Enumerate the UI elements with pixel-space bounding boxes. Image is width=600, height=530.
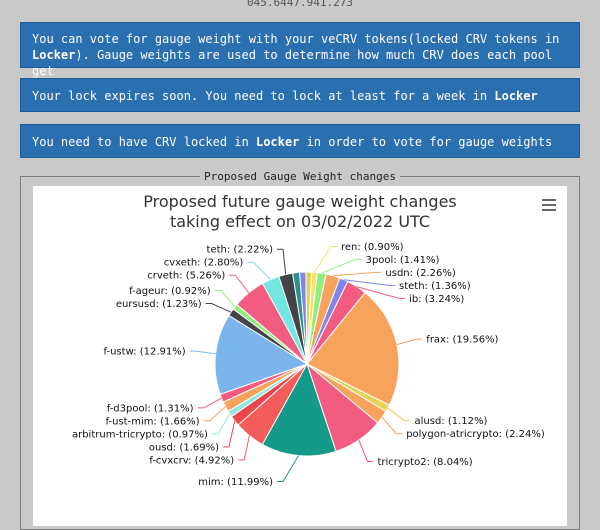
pie-data-label: f-ageur: (0.92%) — [129, 286, 211, 297]
pie-chart: ren: (0.90%) 3pool: (1.41%) usdn: (2.26%) s… — [72, 242, 545, 488]
pie-data-label: crveth: (5.26%) — [147, 271, 225, 282]
pie-label-connector — [356, 286, 406, 299]
pie-data-label: f-d3pool: (1.31%) — [107, 403, 194, 414]
pie-label-connector — [387, 407, 411, 422]
pie-data-label: alusd: (1.12%) — [415, 416, 488, 427]
pie-data-label: f-ustw: (12.91%) — [104, 347, 186, 358]
address-fragment: 045.6447.941.273 — [247, 0, 353, 9]
pie-data-label: f-cvxcrv: (4.92%) — [149, 455, 234, 466]
notice-text: Your lock expires soon. You need to lock… — [32, 89, 495, 103]
pie-data-label: ib: (3.24%) — [409, 294, 464, 305]
pie-label-connector — [211, 413, 231, 435]
pie-data-label: frax: (19.56%) — [426, 335, 498, 346]
pie-label-connector — [396, 338, 423, 346]
pie-label-connector — [321, 258, 362, 274]
notice-text: You need to have CRV locked in — [32, 135, 256, 149]
pie-data-label: ren: (0.90%) — [341, 242, 404, 253]
hamburger-menu-icon[interactable] — [542, 199, 556, 211]
pie-label-connector — [205, 303, 232, 313]
pie-data-label: cvxeth: (2.80%) — [164, 258, 244, 269]
section-legend: Proposed Gauge Weight changes — [203, 170, 397, 183]
pie-data-label: eursusd: (1.23%) — [116, 299, 202, 310]
pie-label-connector — [343, 279, 395, 286]
pie-label-connector — [223, 420, 236, 448]
pie-label-connector — [247, 261, 271, 280]
chart-title-line1: Proposed future gauge weight changes — [143, 192, 457, 211]
notice-text: You can vote for gauge weight with your … — [32, 32, 560, 46]
pie-label-connector — [381, 416, 403, 435]
pie-label-connector — [333, 271, 382, 277]
pie-label-connector — [203, 406, 226, 422]
pie-label-connector — [189, 350, 216, 355]
pie-label-connector — [277, 248, 287, 275]
pie-data-label: polygon-atricrypto: (2.24%) — [406, 429, 545, 440]
pie-label-connector — [214, 290, 236, 308]
chart-title: Proposed future gauge weight changes tak… — [33, 192, 567, 232]
vote-info-notice: You can vote for gauge weight with your … — [20, 22, 580, 78]
notice-text: in order to vote for gauge weights — [299, 135, 553, 149]
pie-slice[interactable] — [214, 314, 309, 395]
chart-title-line2: taking effect on 03/02/2022 UTC — [169, 212, 431, 231]
pie-data-label: mim: (11.99%) — [198, 477, 273, 488]
pie-data-label: steth: (1.36%) — [399, 281, 471, 292]
pie-label-connector — [277, 455, 299, 482]
lock-expiry-notice: Your lock expires soon. You need to lock… — [20, 78, 580, 112]
pie-data-label: ousd: (1.69%) — [149, 442, 219, 453]
pie-slice[interactable] — [305, 271, 313, 365]
locker-link[interactable]: Locker — [255, 135, 300, 149]
pie-data-label: teth: (2.22%) — [207, 245, 274, 256]
locker-link[interactable]: Locker — [494, 89, 538, 103]
need-lock-notice: You need to have CRV locked in Locker in… — [20, 124, 580, 158]
pie-data-label: arbitrum-tricrypto: (0.97%) — [72, 429, 208, 440]
pie-label-connector — [238, 435, 250, 461]
chart-container: Proposed future gauge weight changes tak… — [33, 186, 567, 526]
pie-label-connector — [197, 397, 222, 409]
pie-slices — [214, 271, 400, 457]
pie-data-label: tricrypto2: (8.04%) — [378, 457, 473, 468]
pie-label-connector — [229, 274, 250, 294]
pie-data-label: usdn: (2.26%) — [385, 268, 455, 279]
pie-label-connector — [314, 245, 337, 273]
pie-data-label: f-ust-mim: (1.66%) — [106, 416, 200, 427]
notice-text: ). Gauge weights are used to determine h… — [32, 48, 553, 78]
locker-link[interactable]: Locker — [32, 48, 76, 62]
pie-labels: ren: (0.90%) 3pool: (1.41%) usdn: (2.26%) s… — [72, 242, 545, 488]
pie-label-connector — [358, 439, 374, 462]
pie-data-label: 3pool: (1.41%) — [366, 255, 440, 266]
